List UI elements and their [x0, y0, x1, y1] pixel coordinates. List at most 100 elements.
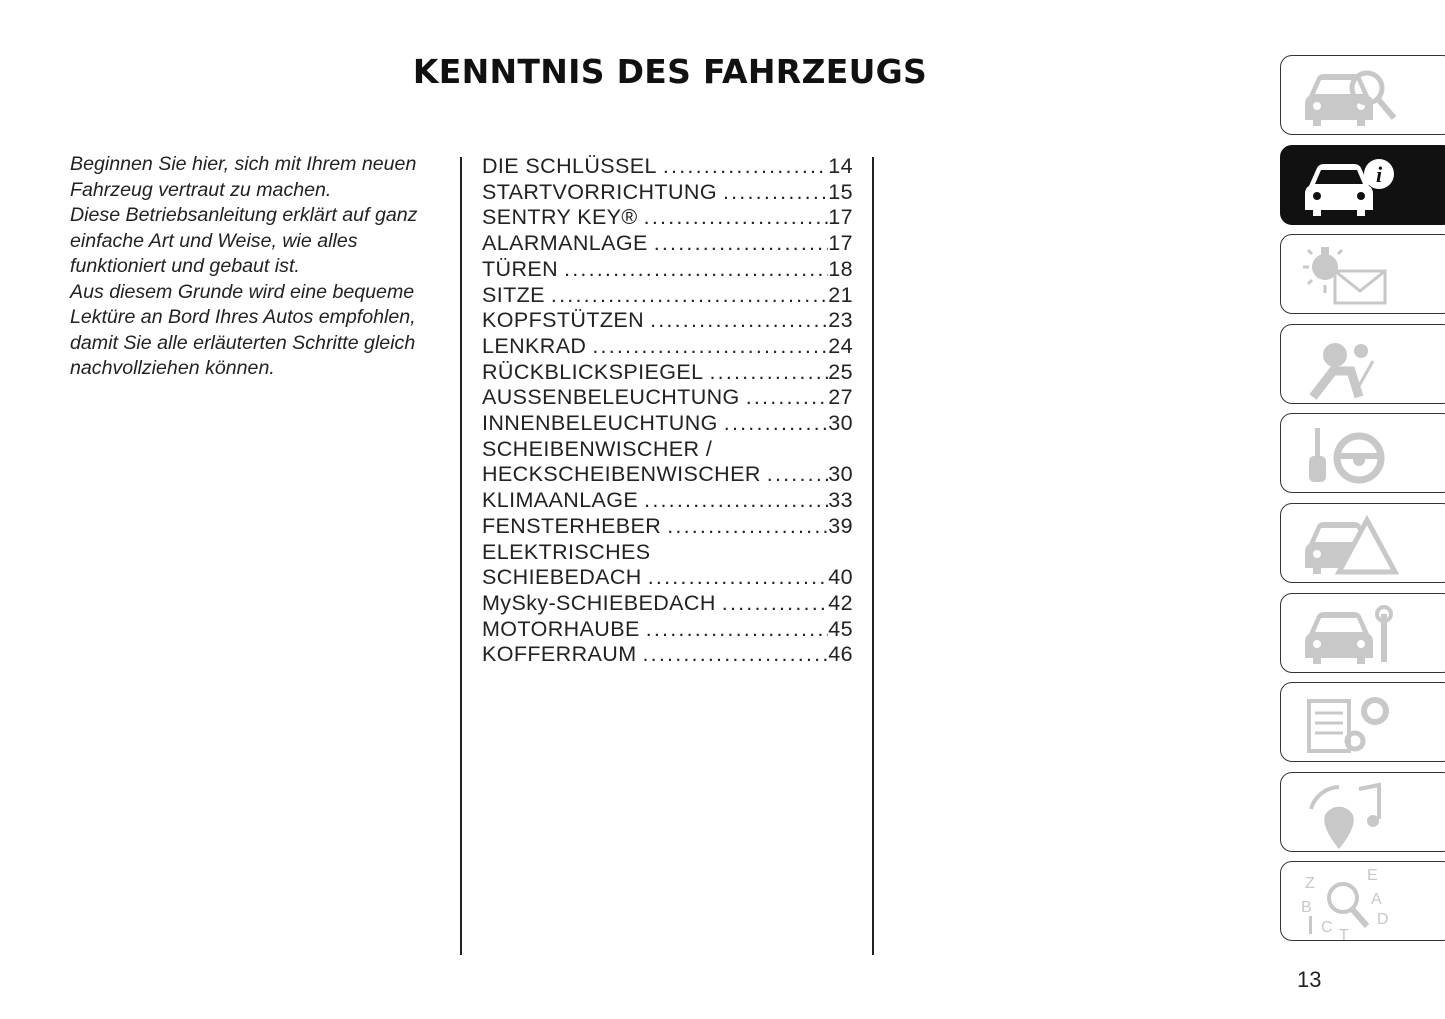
toc-entry-page: 21 — [828, 282, 853, 307]
toc-entry-page: 15 — [828, 179, 853, 204]
index-alphabet-icon: ZB EAD C T — [1301, 868, 1389, 942]
svg-text:i: i — [1376, 162, 1383, 187]
dot-leader — [648, 565, 829, 591]
toc-entry-page: 23 — [828, 308, 853, 333]
toc-entry[interactable]: KLIMAANLAGE 33 — [482, 488, 853, 514]
toc-entry-page: 25 — [828, 359, 853, 384]
svg-text:B: B — [1301, 899, 1312, 916]
toc-entry[interactable]: MOTORHAUBE 45 — [482, 617, 853, 643]
toc-entry-title: DIE SCHLÜSSEL — [482, 154, 657, 178]
toc-entry[interactable]: FENSTERHEBER 39 — [482, 514, 853, 540]
dot-leader — [709, 360, 828, 386]
toc-entry-page: 17 — [828, 231, 853, 256]
chapter-tab[interactable] — [1280, 771, 1445, 852]
toc-entry-title: HECKSCHEIBENWISCHER — [482, 462, 761, 487]
dot-leader — [724, 411, 829, 437]
dot-leader — [746, 385, 829, 411]
dot-leader — [646, 617, 829, 643]
page-number: 13 — [1297, 967, 1322, 992]
chapter-tab[interactable] — [1280, 323, 1445, 404]
toc-entry-page: 27 — [828, 385, 853, 410]
key-steering-wheel-icon — [1309, 428, 1385, 484]
dot-leader — [722, 591, 829, 617]
chapter-tab[interactable] — [1280, 682, 1445, 763]
toc-entry-page: 24 — [828, 333, 853, 358]
page-title: KENNTNIS DES FAHRZEUGS — [412, 52, 928, 91]
svg-text:D: D — [1377, 911, 1389, 928]
toc-entry-page: 46 — [828, 642, 853, 667]
svg-text:C: C — [1321, 919, 1333, 936]
toc-entry-page: 18 — [828, 256, 853, 281]
dot-leader — [767, 462, 829, 488]
dot-leader — [650, 308, 828, 334]
toc-entry-page: 30 — [828, 411, 853, 436]
dot-leader — [592, 334, 828, 360]
toc-entry[interactable]: AUSSENBELEUCHTUNG 27 — [482, 385, 853, 411]
toc-entry-page: 42 — [828, 590, 853, 615]
chapter-tab[interactable] — [1280, 55, 1445, 135]
toc-entry-title: STARTVORRICHTUNG — [482, 179, 717, 204]
toc-entry-title: SCHIEBEDACH — [482, 565, 642, 590]
toc-entry[interactable]: KOPFSTÜTZEN 23 — [482, 308, 853, 334]
toc-entry-page: 30 — [828, 462, 853, 487]
intro-text: Beginnen Sie hier, sich mit Ihrem neuen … — [70, 152, 445, 382]
toc-entry-title: FENSTERHEBER — [482, 513, 662, 538]
svg-text:A: A — [1371, 891, 1382, 908]
toc-entry[interactable]: SCHEIBENWISCHER /HECKSCHEIBENWISCHER 30 — [482, 437, 853, 488]
airbag-seatbelt-icon — [1309, 342, 1375, 400]
column-divider — [872, 157, 874, 955]
toc-entry-title: ALARMANLAGE — [482, 231, 648, 256]
specs-gears-icon — [1307, 697, 1389, 754]
toc-entry-title: LENKRAD — [482, 333, 587, 358]
toc-entry-title-line: ELEKTRISCHES — [482, 539, 651, 564]
toc-entry[interactable]: STARTVORRICHTUNG 15 — [482, 180, 853, 206]
toc-entry[interactable]: MySky-SCHIEBEDACH 42 — [482, 591, 853, 617]
intro-paragraph: Aus diesem Grunde wird eine bequeme Lekt… — [70, 280, 416, 380]
toc-entry-title: SENTRY KEY® — [482, 205, 638, 230]
warning-light-envelope-icon — [1303, 247, 1387, 305]
dot-leader — [551, 283, 828, 309]
chapter-tab[interactable]: i — [1280, 144, 1445, 225]
toc-entry-page: 40 — [828, 565, 853, 590]
svg-text:T: T — [1339, 927, 1349, 942]
toc-entry[interactable]: TÜREN 18 — [482, 257, 853, 283]
car-magnifier-icon — [1305, 70, 1397, 126]
dot-leader — [564, 257, 828, 283]
toc-entry-title: KLIMAANLAGE — [482, 488, 639, 513]
toc-entry-title: MySky-SCHIEBEDACH — [482, 590, 716, 615]
toc-entry[interactable]: LENKRAD 24 — [482, 334, 853, 360]
chapter-tab[interactable] — [1280, 234, 1445, 315]
toc-entry[interactable]: INNENBELEUCHTUNG 30 — [482, 411, 853, 437]
toc-entry-title: INNENBELEUCHTUNG — [482, 411, 718, 436]
chapter-tab[interactable] — [1280, 592, 1445, 673]
toc-entry[interactable]: RÜCKBLICKSPIEGEL 25 — [482, 360, 853, 386]
chapter-tab[interactable] — [1280, 503, 1445, 583]
toc-entry-title: AUSSENBELEUCHTUNG — [482, 385, 740, 410]
toc-entry-title: SITZE — [482, 282, 545, 307]
dot-leader — [644, 205, 829, 231]
toc-entry-page: 45 — [828, 616, 853, 641]
chapter-tab[interactable] — [1280, 413, 1445, 494]
toc-entry-page: 33 — [828, 488, 853, 513]
toc-entry[interactable]: DIE SCHLÜSSEL 14 — [482, 154, 853, 180]
toc-entry-title: MOTORHAUBE — [482, 616, 640, 641]
car-warning-triangle-icon — [1305, 514, 1399, 575]
intro-paragraph: Diese Betriebsanleitung erklärt auf ganz… — [70, 204, 418, 277]
table-of-contents: DIE SCHLÜSSEL14STARTVORRICHTUNG15SENTRY … — [482, 154, 853, 668]
toc-entry-page: 14 — [828, 154, 853, 178]
dot-leader — [667, 514, 828, 540]
toc-entry-title-line: SCHEIBENWISCHER / — [482, 436, 713, 461]
toc-entry[interactable]: SENTRY KEY® 17 — [482, 205, 853, 231]
dot-leader — [723, 180, 828, 206]
column-divider — [460, 157, 462, 955]
toc-entry[interactable]: ALARMANLAGE 17 — [482, 231, 853, 257]
toc-entry[interactable]: SITZE 21 — [482, 283, 853, 309]
toc-entry-page: 17 — [828, 205, 853, 230]
toc-entry[interactable]: KOFFERRAUM 46 — [482, 642, 853, 668]
multimedia-icon — [1309, 782, 1381, 849]
dot-leader — [643, 642, 829, 668]
toc-entry-title: KOFFERRAUM — [482, 642, 637, 667]
intro-paragraph: Beginnen Sie hier, sich mit Ihrem neuen … — [70, 153, 417, 201]
